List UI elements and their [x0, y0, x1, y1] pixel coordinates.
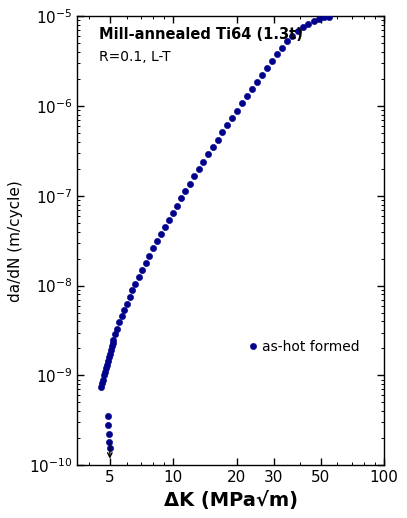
Line: as-hot formed: as-hot formed [98, 13, 332, 390]
as-hot formed [327, 13, 332, 20]
as-hot formed [151, 245, 155, 251]
X-axis label: ΔK (MPa√m): ΔK (MPa√m) [164, 491, 298, 510]
as-hot formed [99, 383, 104, 390]
Y-axis label: da/dN (m/cycle): da/dN (m/cycle) [8, 180, 23, 301]
Text: Mill-annealed Ti64 (1.3t): Mill-annealed Ti64 (1.3t) [98, 27, 302, 42]
as-hot formed [175, 203, 179, 209]
Text: R=0.1, L-T: R=0.1, L-T [98, 50, 170, 64]
Legend: as-hot formed: as-hot formed [245, 335, 365, 359]
as-hot formed [280, 45, 284, 51]
as-hot formed [316, 16, 321, 22]
as-hot formed [124, 300, 129, 307]
as-hot formed [114, 326, 119, 332]
